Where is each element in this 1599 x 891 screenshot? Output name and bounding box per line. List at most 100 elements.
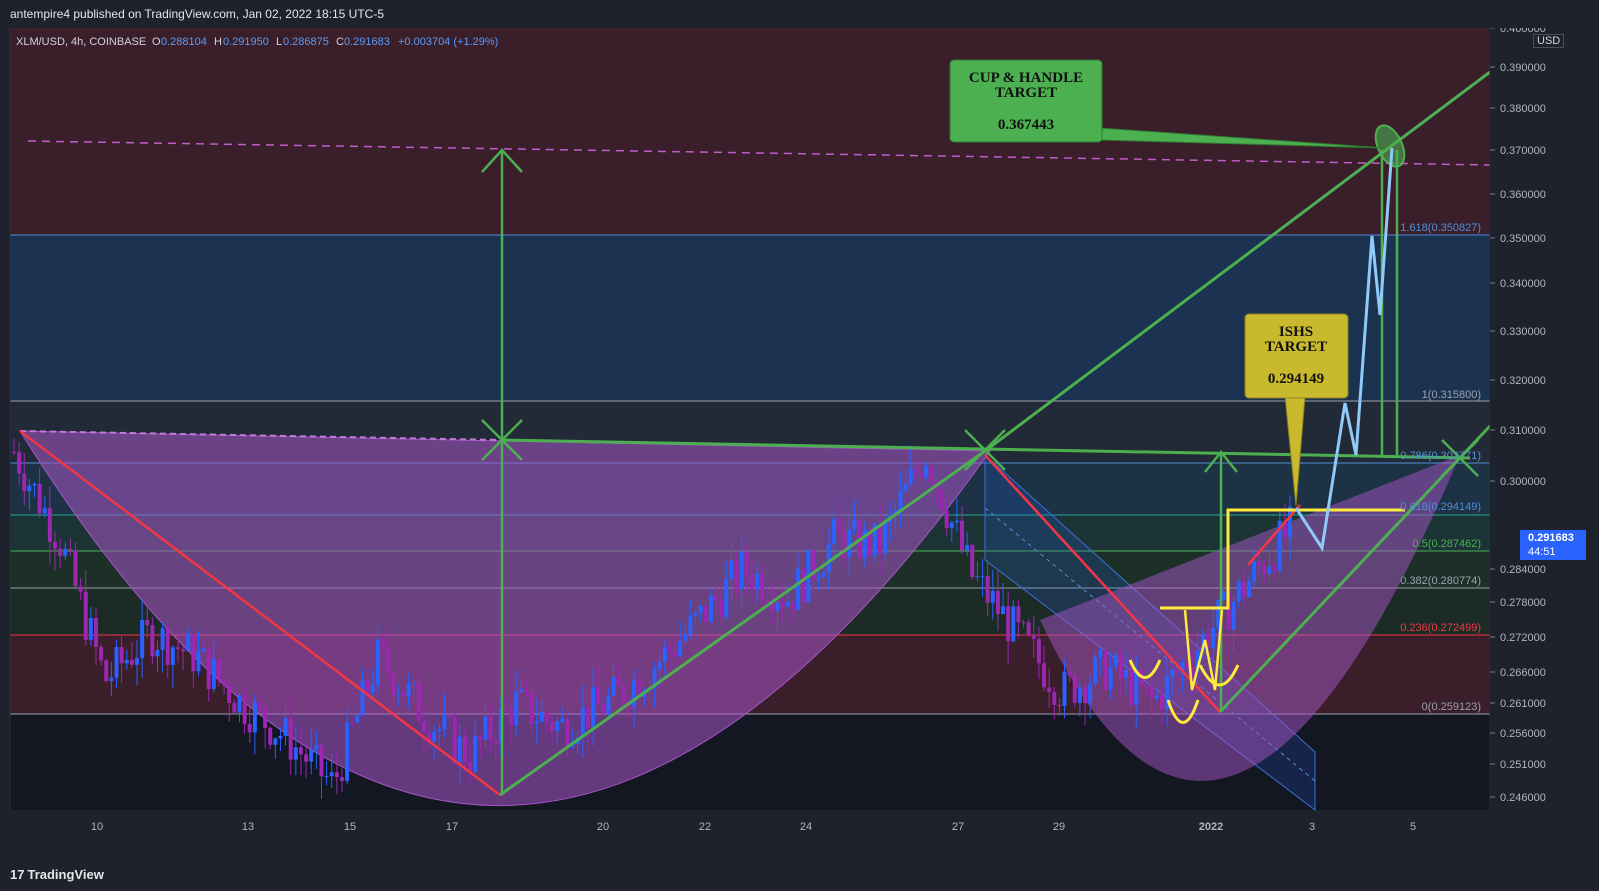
candle-body (462, 736, 467, 763)
candle-body (509, 709, 514, 726)
price-axis[interactable] (1490, 28, 1599, 811)
candle-body (360, 680, 365, 716)
candle-body (652, 669, 657, 689)
candle-body (867, 529, 872, 556)
candle-body (42, 508, 47, 514)
legend-l: 0.286875 (283, 36, 329, 48)
price-tick-label: 0.310000 (1500, 425, 1546, 437)
candle-body (273, 738, 278, 745)
candle-body (544, 711, 549, 722)
candle-body (514, 691, 519, 726)
candle-body (170, 647, 175, 665)
time-tick-label: 29 (1053, 821, 1065, 833)
candle-body (693, 612, 698, 616)
candle-body (1226, 591, 1231, 630)
candle-body (570, 743, 575, 747)
candle-body (406, 683, 411, 697)
candle-body (1052, 692, 1057, 705)
ishs-w-shape (1183, 609, 1224, 691)
candle-body (124, 660, 129, 664)
cup-handle-value: 0.367443 (998, 117, 1054, 133)
legend-h: 0.291950 (223, 36, 269, 48)
price-tick-label: 0.246000 (1500, 792, 1546, 804)
candle-body (114, 646, 119, 678)
candle-body (206, 648, 211, 689)
candle-body (432, 731, 437, 742)
candle-body (780, 602, 785, 607)
time-tick-label: 27 (952, 821, 964, 833)
candle-body (1288, 506, 1292, 538)
candle-body (1129, 670, 1134, 706)
candle-body (1006, 606, 1011, 642)
candle-body (391, 672, 396, 695)
green-target-ray (984, 70, 1490, 453)
candle-body (1011, 606, 1016, 642)
time-tick-label: 17 (446, 821, 458, 833)
price-tick-label: 0.360000 (1500, 189, 1546, 201)
price-tick-label: 0.300000 (1500, 476, 1546, 488)
candle-body (954, 520, 959, 523)
target-dashed-line (27, 140, 1490, 166)
candle-body (683, 634, 688, 642)
candle-body (1231, 601, 1236, 630)
candle-body (1093, 657, 1098, 684)
candle-body (580, 707, 585, 738)
candle-body (1221, 591, 1226, 600)
time-tick-label: 2022 (1199, 821, 1223, 833)
candle-body (1165, 675, 1170, 710)
target-ellipse (1374, 124, 1406, 168)
candle-body (73, 550, 78, 587)
candle-body (237, 695, 242, 713)
currency-label[interactable]: USD (1533, 34, 1565, 48)
legend-o: 0.288104 (161, 36, 207, 48)
candle-body (47, 508, 52, 542)
time-axis[interactable] (10, 811, 1490, 839)
tradingview-logo[interactable]: 17 TradingView (10, 867, 104, 882)
red-downtrend-handle (984, 454, 1221, 713)
price-tick-label: 0.278000 (1500, 597, 1546, 609)
green-arrowhead-top (481, 148, 523, 173)
candle-body (990, 590, 995, 603)
candle-body (1272, 566, 1277, 571)
candle-body (908, 468, 913, 484)
candle-body (1042, 663, 1047, 688)
green-x3-b (1441, 439, 1479, 477)
candle-body (1016, 606, 1021, 623)
candle-body (775, 602, 780, 611)
candle-body (811, 549, 816, 580)
candle-body (1159, 695, 1164, 710)
candle-body (714, 595, 719, 601)
candle-body (288, 718, 293, 760)
candle-body (442, 715, 447, 730)
candle-body (263, 707, 268, 728)
price-tick-label: 0.261000 (1500, 698, 1546, 710)
ishs-left-shoulder (1128, 659, 1162, 679)
candle-body (427, 732, 432, 742)
candle-body (257, 702, 262, 708)
candle-body (560, 718, 565, 722)
candle-body (58, 548, 63, 556)
candle-body (1154, 695, 1159, 699)
candle-body (375, 639, 380, 686)
candle-body (852, 520, 857, 530)
candle-body (370, 685, 375, 693)
candle-body (1236, 581, 1241, 602)
candle-body (878, 523, 883, 554)
candle-body (729, 560, 734, 579)
legend-o-label: O (152, 36, 161, 48)
candle-body (93, 617, 98, 647)
candle-body (985, 575, 990, 603)
candle-body (980, 575, 985, 577)
candle-body (493, 739, 498, 744)
candle-body (1031, 634, 1036, 640)
candle-body (662, 647, 667, 663)
ishs-callout (1244, 313, 1349, 399)
candle-body (411, 682, 416, 684)
candle-body (503, 708, 508, 710)
projection-path (1294, 147, 1394, 553)
candle-body (1277, 520, 1282, 571)
candle-body (1072, 675, 1077, 703)
candle-body (401, 693, 406, 697)
candle-body (657, 662, 662, 670)
